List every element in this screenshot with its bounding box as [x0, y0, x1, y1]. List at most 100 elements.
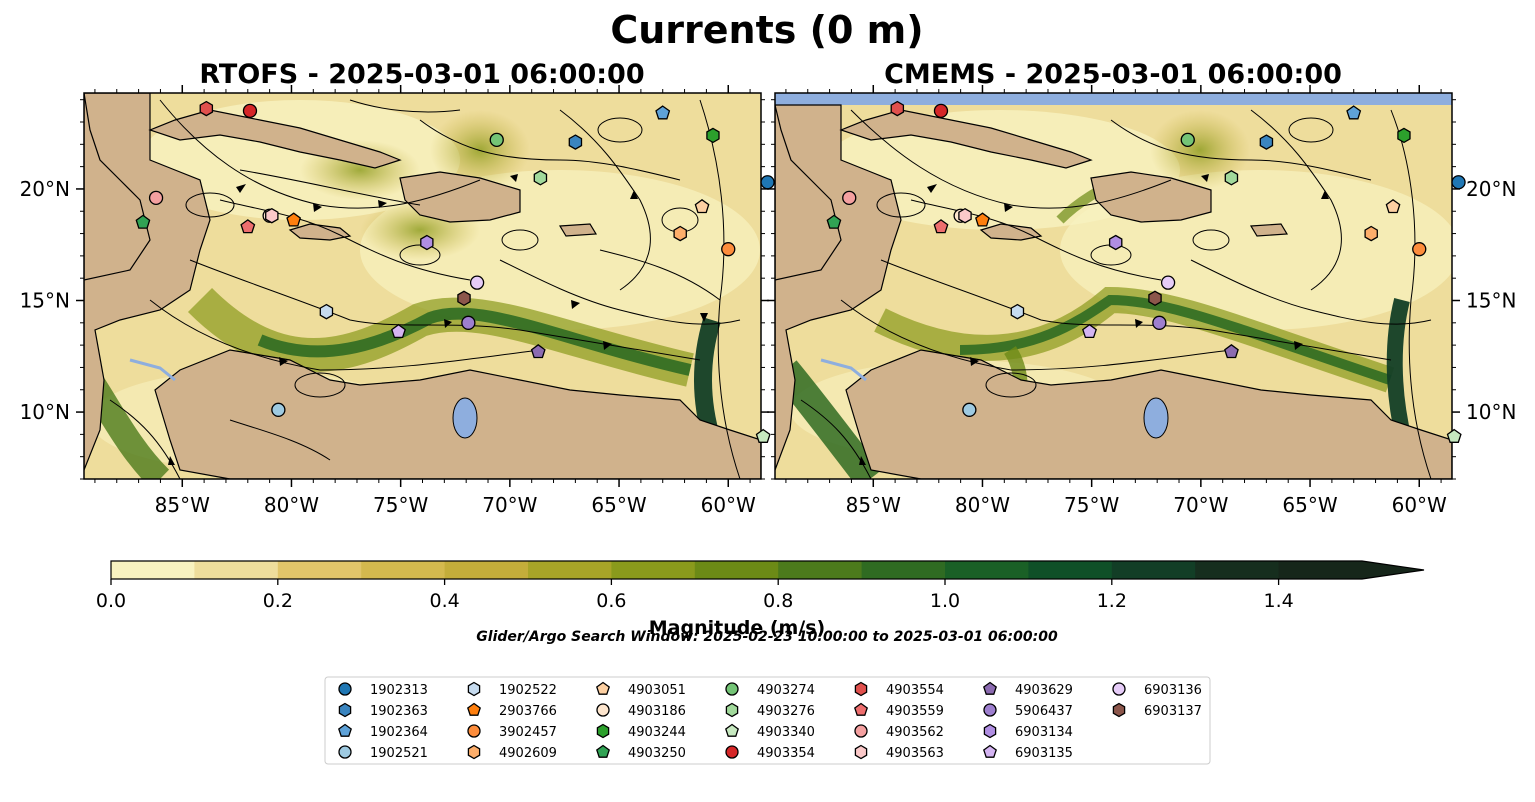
legend-marker	[1112, 682, 1126, 696]
float-marker	[673, 225, 687, 242]
search-window-caption: Glider/Argo Search Window: 2025-02-23 10…	[476, 629, 1058, 645]
float-marker	[1364, 225, 1378, 242]
float-marker	[199, 100, 214, 117]
colorbar-bin	[1195, 561, 1280, 579]
legend-entry: 1902363	[338, 702, 428, 719]
lon-tick-label: 65°W	[1282, 493, 1337, 517]
legend-marker	[467, 724, 481, 738]
colorbar-bin	[861, 561, 946, 579]
colorbar-tick-label: 0.6	[596, 590, 626, 612]
colorbar-tick-label: 0.4	[429, 590, 459, 612]
colorbar-bin	[778, 561, 863, 579]
panel-title-rtofs: RTOFS - 2025-03-01 06:00:00	[199, 59, 644, 90]
legend-entry: 4903186	[596, 703, 686, 719]
legend-label: 4903274	[757, 683, 815, 698]
float-marker	[958, 207, 972, 224]
legend-label: 1902364	[370, 725, 428, 740]
legend-entry: 5906437	[983, 703, 1073, 719]
legend-label: 6903134	[1015, 725, 1073, 740]
float-marker	[694, 198, 710, 214]
float-marker	[1224, 170, 1239, 186]
legend-frame	[324, 676, 1211, 765]
float-marker	[1010, 303, 1025, 320]
legend-entry: 6903135	[983, 744, 1073, 761]
float-marker	[265, 207, 279, 224]
legend-entry: 4903250	[596, 744, 686, 761]
lon-tick-label: 70°W	[482, 493, 537, 517]
legend-entry: 1902313	[338, 682, 428, 698]
float-marker	[1082, 323, 1097, 339]
legend-entry: 1902364	[338, 723, 428, 740]
legend-label: 4903186	[628, 704, 686, 719]
legend-marker	[338, 702, 352, 718]
legend-marker	[854, 724, 868, 738]
float-marker	[826, 214, 842, 229]
legend-label: 1902363	[370, 704, 428, 719]
float-marker	[1397, 127, 1411, 144]
puerto-rico-land	[558, 223, 598, 237]
colorbar-bin	[611, 561, 696, 579]
float-marker	[721, 242, 736, 257]
float-marker	[530, 343, 546, 359]
legend-marker	[338, 723, 352, 737]
legend-entry: 6903134	[983, 723, 1073, 740]
cuba-land	[148, 109, 402, 169]
legend-entry: 6903136	[1112, 682, 1202, 698]
legend-marker	[854, 744, 868, 760]
float-marker	[461, 315, 476, 330]
float-marker	[1152, 315, 1167, 330]
axis-ticks-rtofs: 85°W 80°W 75°W 70°W 65°W 60°W 10°N 15°N 20°N	[20, 85, 769, 517]
panel-cmems: CMEMS - 2025-03-01 06:00:00	[767, 59, 1516, 517]
legend-entry: 4903354	[725, 745, 815, 761]
legend-marker	[725, 682, 739, 696]
legend-entry: 4903244	[596, 723, 686, 740]
colorbar-tick-label: 0.0	[96, 590, 126, 612]
lat-tick-label: 20°N	[1466, 177, 1516, 201]
float-marker	[568, 134, 583, 150]
panel-title-cmems: CMEMS - 2025-03-01 06:00:00	[884, 59, 1342, 90]
legend-label: 6903137	[1144, 704, 1202, 719]
colorbar-bin	[694, 561, 779, 579]
legend-entry: 4903340	[725, 723, 815, 740]
legend-label: 4903276	[757, 704, 815, 719]
colorbar-ticks: 0.0 0.2 0.4 0.6 0.8 1.0 1.2 1.4	[96, 579, 1294, 612]
float-marker	[1412, 242, 1427, 257]
float-marker	[962, 402, 977, 417]
colorbar-tick-label: 1.2	[1097, 590, 1127, 612]
float-marker	[706, 127, 720, 144]
legend-marker	[467, 681, 481, 697]
legend-marker	[854, 681, 868, 697]
legend-marker	[725, 745, 739, 759]
lon-tick-label: 60°W	[1392, 493, 1447, 517]
legend-marker	[983, 744, 997, 758]
legend-entries: 1902313 1902363 1902364 1902521 1902522 29037…	[338, 681, 1202, 761]
float-marker	[457, 290, 471, 307]
legend-label: 2903766	[499, 704, 557, 719]
float-marker	[1446, 428, 1462, 443]
legend-marker	[1112, 702, 1126, 718]
float-marker	[240, 219, 256, 234]
lon-tick-label: 85°W	[846, 493, 901, 517]
float-marker	[271, 402, 286, 417]
map-cmems	[775, 93, 1452, 479]
legend-label: 6903135	[1015, 746, 1073, 761]
legend-entry: 4903629	[983, 681, 1073, 698]
figure-title: Currents (0 m)	[610, 8, 923, 52]
colorbar-tick-label: 1.4	[1263, 590, 1293, 612]
streamline-arrows	[168, 174, 708, 465]
lon-tick-label: 85°W	[155, 493, 210, 517]
float-marker	[135, 214, 151, 229]
legend-marker	[596, 681, 610, 695]
float-marker	[1259, 134, 1274, 150]
legend-marker	[596, 723, 610, 739]
legend-marker	[338, 745, 352, 759]
float-marker	[1160, 275, 1176, 290]
float-marker	[148, 190, 164, 206]
legend-entry: 4903562	[854, 724, 944, 740]
float-marker	[489, 132, 504, 148]
lake-maracaibo	[452, 397, 478, 439]
legend-marker	[467, 702, 481, 716]
lon-tick-label: 80°W	[264, 493, 319, 517]
lat-tick-label: 10°N	[20, 400, 70, 424]
